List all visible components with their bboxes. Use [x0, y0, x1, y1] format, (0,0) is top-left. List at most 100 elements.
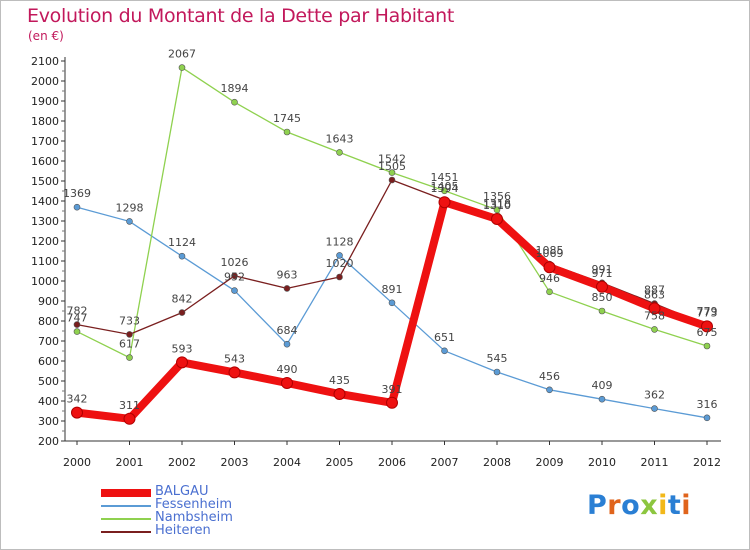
data-point-heiteren	[283, 285, 291, 292]
data-label-fessenheim: 1298	[116, 201, 144, 214]
x-tick-label: 2006	[378, 456, 406, 469]
data-label-fessenheim: 1124	[168, 236, 196, 249]
data-point-fessenheim	[178, 252, 186, 260]
x-tick-label: 2007	[431, 456, 459, 469]
x-tick-label: 2004	[273, 456, 301, 469]
y-tick-label: 2000	[31, 75, 59, 88]
x-tick-label: 2008	[483, 456, 511, 469]
data-label-fessenheim: 316	[697, 398, 718, 411]
data-point-balgau	[228, 366, 241, 379]
y-tick-label: 900	[38, 295, 59, 308]
data-point-nambsheim	[388, 169, 396, 176]
data-label-fessenheim: 651	[434, 331, 455, 344]
data-label-nambsheim: 1894	[221, 82, 249, 95]
data-label-balgau: 391	[382, 383, 403, 396]
x-tick-label: 2005	[326, 456, 354, 469]
data-label-fessenheim: 952	[224, 271, 245, 284]
data-label-balgau: 1394	[431, 182, 459, 195]
data-point-nambsheim	[546, 288, 553, 296]
data-label-heiteren: 782	[67, 305, 88, 318]
logo-letter: t	[667, 490, 682, 521]
y-tick-label: 1900	[31, 95, 59, 108]
data-point-balgau	[491, 213, 503, 225]
data-label-nambsheim: 1542	[378, 153, 406, 166]
x-tick-label: 2000	[63, 456, 91, 469]
data-point-fessenheim	[126, 218, 133, 225]
x-tick-label: 2001	[116, 456, 144, 469]
data-point-balgau	[596, 280, 608, 293]
data-label-fessenheim: 362	[644, 389, 665, 402]
data-label-nambsheim: 946	[539, 272, 560, 285]
data-label-nambsheim: 758	[644, 309, 665, 322]
y-tick-label: 1600	[31, 155, 59, 168]
data-label-balgau: 863	[644, 288, 665, 301]
x-tick-label: 2011	[641, 456, 669, 469]
data-label-balgau: 490	[277, 363, 298, 376]
y-tick-label: 1400	[31, 195, 59, 208]
data-label-balgau: 773	[697, 306, 718, 319]
y-tick-label: 400	[38, 395, 59, 408]
data-label-balgau: 971	[592, 267, 613, 280]
y-tick-label: 300	[38, 415, 59, 428]
data-label-heiteren: 842	[172, 293, 193, 306]
data-point-heiteren	[126, 331, 133, 338]
logo-letter: o	[621, 490, 641, 521]
chart-axes: 200 300 400 500 600 700 800 900 1000 1100 1200 1300…	[31, 55, 721, 469]
y-tick-label: 200	[38, 435, 59, 448]
data-point-nambsheim	[493, 206, 501, 214]
data-label-nambsheim: 1356	[483, 190, 511, 203]
data-point-balgau	[71, 406, 83, 419]
series-line-nambsheim	[76, 66, 708, 359]
y-tick-label: 1500	[31, 175, 59, 188]
data-label-nambsheim: 675	[697, 326, 718, 339]
data-label-layer: 1369 1298 1124 952 684 1128 891 651 545 456 409 362…	[63, 48, 718, 412]
proxiti-logo: Proxiti	[587, 490, 691, 521]
logo-letter: i	[681, 490, 692, 521]
data-label-heiteren: 1085	[536, 244, 564, 257]
data-label-nambsheim: 1745	[273, 112, 301, 125]
data-label-fessenheim: 684	[277, 324, 298, 337]
data-point-nambsheim	[598, 307, 606, 315]
data-point-nambsheim	[651, 326, 658, 333]
legend-label-nambsheim: Nambsheim	[155, 510, 233, 525]
data-point-balgau	[701, 320, 713, 333]
x-tick-label: 2009	[536, 456, 564, 469]
data-label-fessenheim: 1128	[326, 235, 354, 248]
data-label-balgau: 435	[329, 374, 350, 387]
data-point-balgau	[438, 196, 451, 209]
data-label-fessenheim: 891	[382, 283, 403, 296]
data-point-fessenheim	[231, 287, 238, 294]
y-tick-label: 800	[38, 315, 59, 328]
legend-swatch-nambsheim	[101, 517, 151, 520]
data-point-fessenheim	[703, 414, 711, 422]
data-point-balgau	[333, 388, 346, 400]
data-point-balgau	[123, 412, 136, 425]
data-label-balgau: 593	[172, 342, 193, 355]
data-point-fessenheim	[388, 299, 396, 307]
data-label-nambsheim: 1643	[326, 132, 354, 145]
y-tick-label: 1700	[31, 135, 59, 148]
chart-title: Evolution du Montant de la Dette par Hab…	[27, 5, 455, 27]
logo-letter: x	[640, 490, 659, 521]
data-point-fessenheim	[493, 368, 501, 376]
data-point-nambsheim	[178, 64, 186, 71]
y-tick-label: 700	[38, 335, 59, 348]
series-layer	[71, 64, 713, 425]
data-label-heiteren: 733	[119, 314, 140, 327]
data-label-balgau: 1310	[483, 199, 511, 212]
x-tick-label: 2002	[168, 456, 196, 469]
data-point-heiteren	[178, 309, 186, 316]
data-point-balgau	[543, 261, 556, 274]
data-point-nambsheim	[126, 354, 133, 361]
data-label-balgau: 342	[67, 393, 88, 406]
data-point-balgau	[281, 377, 293, 389]
legend-swatch-fessenheim	[101, 504, 151, 507]
logo-letter: P	[587, 490, 608, 521]
data-point-heiteren	[231, 272, 238, 280]
data-label-nambsheim: 850	[592, 291, 613, 304]
x-tick-label: 2012	[693, 456, 721, 469]
data-label-heiteren: 991	[592, 263, 613, 276]
data-point-nambsheim	[336, 149, 343, 156]
data-point-nambsheim	[73, 328, 81, 335]
